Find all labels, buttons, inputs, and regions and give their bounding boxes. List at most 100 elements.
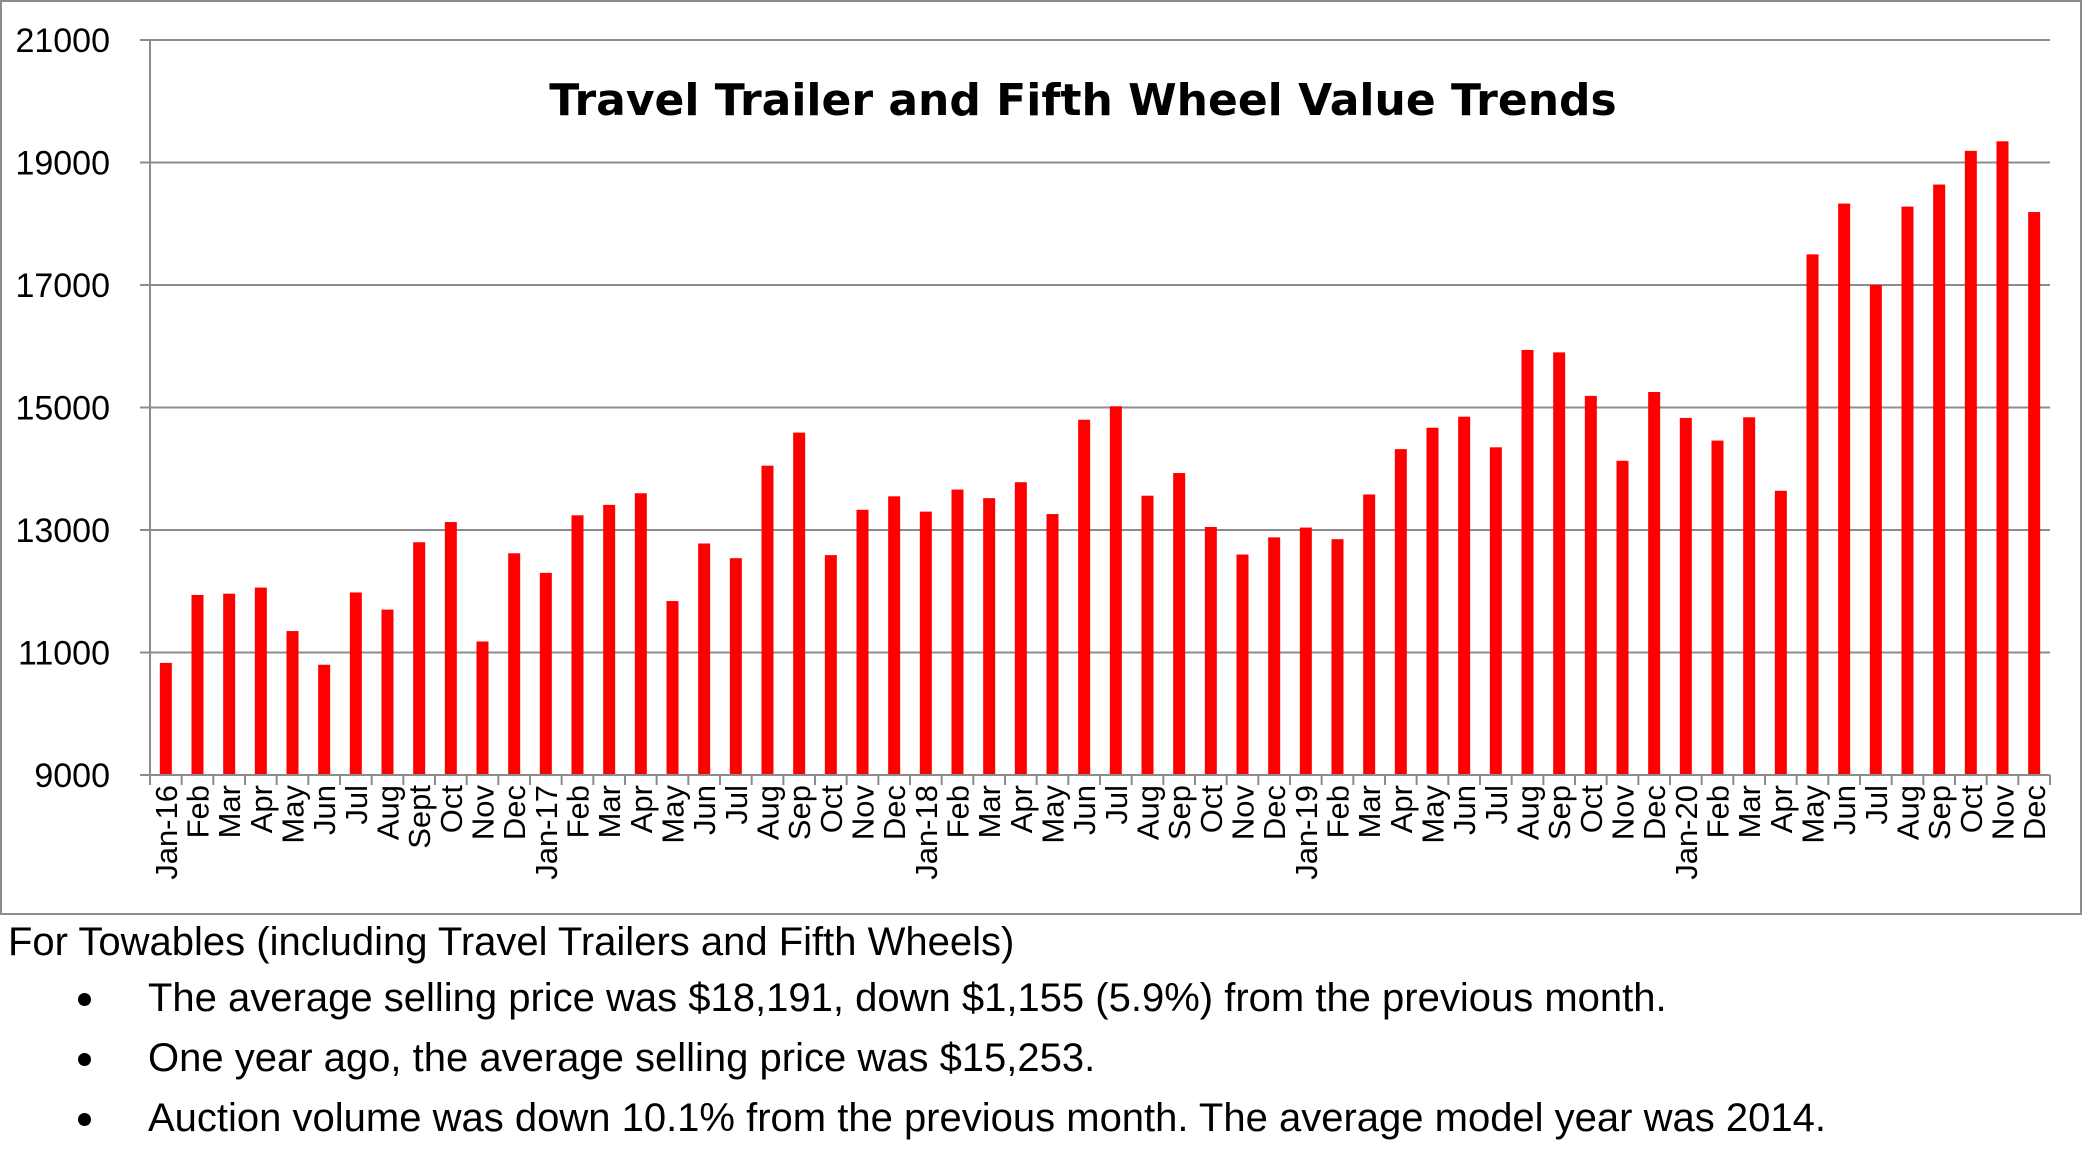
x-tick-label: Jun <box>1067 785 1102 835</box>
x-axis-tick-labels: Jan-16FebMarAprMayJunJulAugSeptOctNovDec… <box>149 785 2052 880</box>
bar <box>1299 527 1312 775</box>
x-tick-label: Oct <box>814 785 849 834</box>
bar <box>1964 150 1977 776</box>
bar <box>1869 285 1882 775</box>
x-tick-label: Oct <box>1194 785 1229 834</box>
bar <box>318 664 331 775</box>
gridlines <box>150 39 2050 654</box>
x-tick-label: Oct <box>434 785 469 834</box>
bar-chart: 9000 11000 13000 15000 17000 19000 21000 Jan-1… <box>0 0 2082 915</box>
bar <box>413 542 426 775</box>
bar <box>1711 440 1724 775</box>
bar <box>1616 460 1629 775</box>
x-tick-label: Aug <box>1131 785 1166 840</box>
x-tick-label: Sep <box>782 785 817 840</box>
y-tick-label: 13000 <box>15 512 110 550</box>
x-tick-label: Nov <box>1986 785 2021 841</box>
x-tick-label: Sept <box>402 785 437 849</box>
x-tick-label: Jul <box>719 785 754 825</box>
y-tick-label: 17000 <box>15 267 110 305</box>
x-tick-label: Apr <box>244 785 279 833</box>
bar <box>191 594 204 775</box>
bar <box>1933 184 1946 776</box>
x-tick-label: Feb <box>1701 785 1736 838</box>
x-tick-label: Apr <box>1384 785 1419 833</box>
bar <box>159 662 172 775</box>
bar <box>1521 349 1534 775</box>
x-tick-label: Feb <box>941 785 976 838</box>
x-tick-label: May <box>1036 785 1071 844</box>
x-tick-label: Jul <box>339 785 374 825</box>
x-tick-label: Nov <box>1226 785 1261 841</box>
bar <box>1838 203 1851 776</box>
x-tick-label: Jan-17 <box>529 785 564 880</box>
x-tick-label: Jun <box>687 785 722 835</box>
bars <box>159 141 2041 776</box>
bar <box>1268 537 1281 775</box>
x-tick-label: Aug <box>751 785 786 840</box>
bar <box>698 543 711 775</box>
x-tick-label: Jul <box>1479 785 1514 825</box>
bar <box>888 496 901 775</box>
x-tick-label: Aug <box>1891 785 1926 840</box>
bar <box>381 609 394 775</box>
bar <box>1996 141 2009 775</box>
notes-list: The average selling price was $18,191, d… <box>8 968 2068 1148</box>
bar <box>1204 526 1217 775</box>
x-tick-label: Apr <box>1004 785 1039 833</box>
bar <box>1584 395 1597 775</box>
bar <box>349 592 362 775</box>
x-tick-label: Nov <box>846 785 881 841</box>
bar <box>1173 473 1186 775</box>
bar <box>1078 419 1091 775</box>
x-tick-label: May <box>656 785 691 844</box>
x-tick-label: Nov <box>1606 785 1641 841</box>
bar <box>951 489 964 775</box>
bar <box>1426 427 1439 775</box>
bar <box>571 515 584 775</box>
axes <box>140 39 2051 785</box>
x-tick-label: Jan-18 <box>909 785 944 880</box>
bullet-icon <box>78 993 91 1006</box>
y-tick-label: 15000 <box>15 390 110 428</box>
x-tick-label: Feb <box>561 785 596 838</box>
bar <box>1046 514 1059 775</box>
x-tick-label: Jun <box>1447 785 1482 835</box>
x-tick-label: Oct <box>1574 785 1609 834</box>
bar <box>793 432 806 775</box>
bar <box>1141 495 1154 775</box>
x-tick-label: Jan-19 <box>1289 785 1324 880</box>
bar <box>1394 449 1407 775</box>
x-tick-label: Mar <box>972 785 1007 838</box>
bar <box>1331 539 1344 775</box>
x-tick-label: Dec <box>1257 785 1292 840</box>
bar <box>444 522 457 775</box>
y-tick-label: 19000 <box>15 145 110 183</box>
x-tick-label: Jan-20 <box>1669 785 1704 880</box>
bar <box>1458 416 1471 775</box>
y-tick-label: 9000 <box>34 757 110 795</box>
x-tick-label: Aug <box>371 785 406 840</box>
x-tick-label: Feb <box>181 785 216 838</box>
bar <box>1553 352 1566 775</box>
x-tick-label: Dec <box>1637 785 1672 840</box>
notes-heading: For Towables (including Travel Trailers … <box>8 920 1015 964</box>
note-item: Auction volume was down 10.1% from the p… <box>8 1088 2068 1148</box>
bar <box>1014 482 1027 775</box>
bar <box>603 504 616 775</box>
bar <box>1648 392 1661 775</box>
bar <box>539 572 552 775</box>
note-text: The average selling price was $18,191, d… <box>148 976 1667 1020</box>
chart-frame: 9000 11000 13000 15000 17000 19000 21000 Jan-1… <box>0 0 2082 915</box>
chart-title: Travel Trailer and Fifth Wheel Value Tre… <box>549 75 1616 126</box>
x-tick-label: Mar <box>592 785 627 838</box>
bar <box>1901 206 1914 776</box>
x-tick-label: Nov <box>466 785 501 841</box>
y-axis-tick-labels: 9000 11000 13000 15000 17000 19000 21000 <box>15 22 110 795</box>
x-tick-label: May <box>1796 785 1831 844</box>
x-tick-label: Dec <box>877 785 912 840</box>
x-tick-label: Sep <box>1922 785 1957 840</box>
y-tick-label: 21000 <box>15 22 110 60</box>
y-tick-label: 11000 <box>18 635 110 673</box>
x-tick-label: Oct <box>1954 785 1989 834</box>
